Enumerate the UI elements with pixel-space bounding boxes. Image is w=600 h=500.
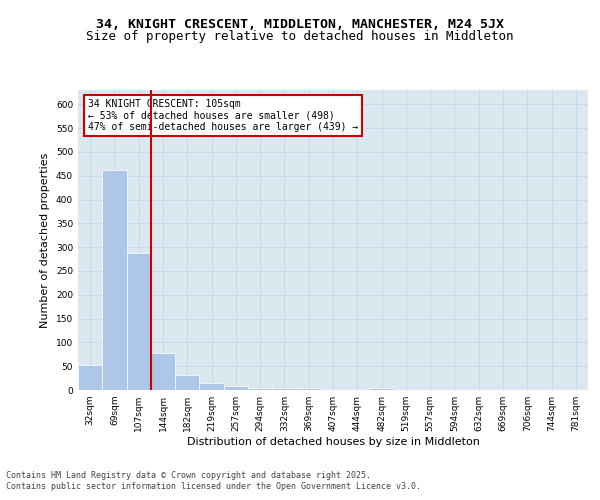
Bar [272,388,296,390]
Bar [248,388,272,390]
Bar [199,383,224,390]
Text: Contains public sector information licensed under the Open Government Licence v3: Contains public sector information licen… [6,482,421,491]
Bar [370,388,394,390]
Text: 34 KNIGHT CRESCENT: 105sqm
← 53% of detached houses are smaller (498)
47% of sem: 34 KNIGHT CRESCENT: 105sqm ← 53% of deta… [88,99,358,132]
Bar [175,375,199,390]
Text: Size of property relative to detached houses in Middleton: Size of property relative to detached ho… [86,30,514,43]
Bar [224,386,248,390]
Bar [296,388,321,390]
Bar [151,354,175,390]
Bar [102,170,127,390]
X-axis label: Distribution of detached houses by size in Middleton: Distribution of detached houses by size … [187,437,479,447]
Bar [127,253,151,390]
Bar [78,365,102,390]
Y-axis label: Number of detached properties: Number of detached properties [40,152,50,328]
Text: 34, KNIGHT CRESCENT, MIDDLETON, MANCHESTER, M24 5JX: 34, KNIGHT CRESCENT, MIDDLETON, MANCHEST… [96,18,504,30]
Text: Contains HM Land Registry data © Crown copyright and database right 2025.: Contains HM Land Registry data © Crown c… [6,471,371,480]
